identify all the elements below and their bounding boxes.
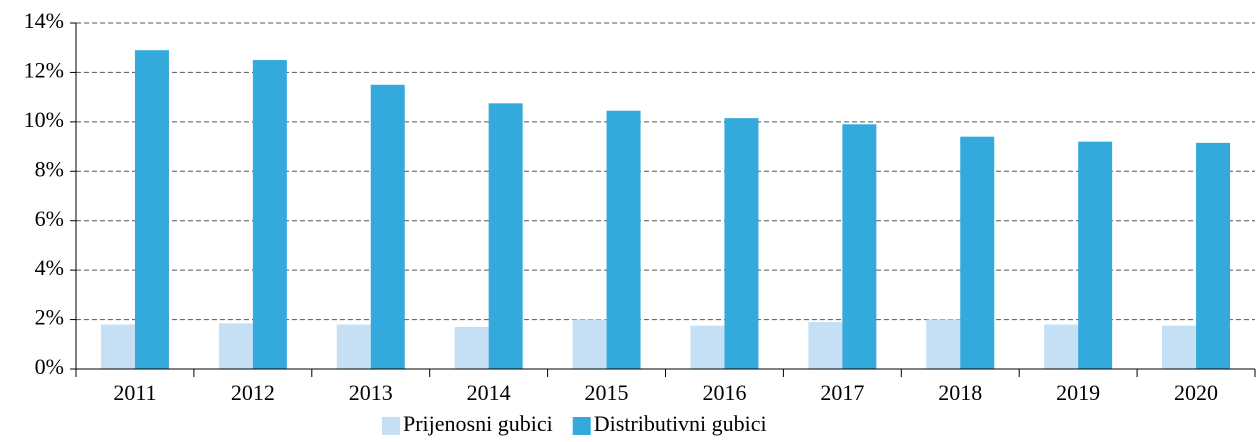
x-tick-label: 2011	[113, 380, 156, 405]
x-tick-label: 2019	[1056, 380, 1100, 405]
bar	[724, 118, 759, 370]
bar	[808, 322, 843, 369]
y-tick-label: 10%	[24, 107, 64, 132]
x-tick-label: 2015	[585, 380, 629, 405]
x-tick-label: 2018	[938, 380, 982, 405]
legend-swatch	[572, 417, 591, 435]
bar	[926, 319, 961, 369]
bar	[690, 325, 725, 369]
bar	[370, 84, 405, 370]
bar	[1078, 141, 1113, 369]
bar	[100, 324, 135, 369]
bar	[606, 110, 641, 369]
y-tick-label: 8%	[35, 156, 64, 181]
x-tick-label: 2013	[349, 380, 393, 405]
bar	[842, 124, 877, 369]
y-tick-label: 2%	[35, 305, 64, 330]
bar	[960, 136, 995, 369]
y-tick-label: 6%	[35, 206, 64, 231]
y-tick-label: 4%	[35, 255, 64, 280]
x-tick-label: 2017	[820, 380, 864, 405]
x-tick-label: 2020	[1174, 380, 1218, 405]
legend-label: Prijenosni gubici	[403, 411, 553, 436]
legend-label: Distributivni gubici	[594, 411, 767, 436]
y-tick-label: 0%	[35, 354, 64, 379]
x-tick-label: 2016	[702, 380, 746, 405]
bar	[336, 324, 371, 369]
bar	[1044, 324, 1079, 369]
bar	[1162, 325, 1197, 369]
y-tick-label: 12%	[24, 57, 64, 82]
bar	[1196, 142, 1231, 369]
bar	[488, 103, 523, 370]
bar	[454, 326, 489, 369]
bar	[218, 323, 253, 369]
x-tick-label: 2012	[231, 380, 275, 405]
bar	[252, 60, 287, 369]
bar	[134, 50, 169, 369]
x-tick-label: 2014	[467, 380, 511, 405]
y-tick-label: 14%	[24, 8, 64, 33]
bar	[572, 319, 607, 369]
legend-swatch	[382, 417, 400, 435]
